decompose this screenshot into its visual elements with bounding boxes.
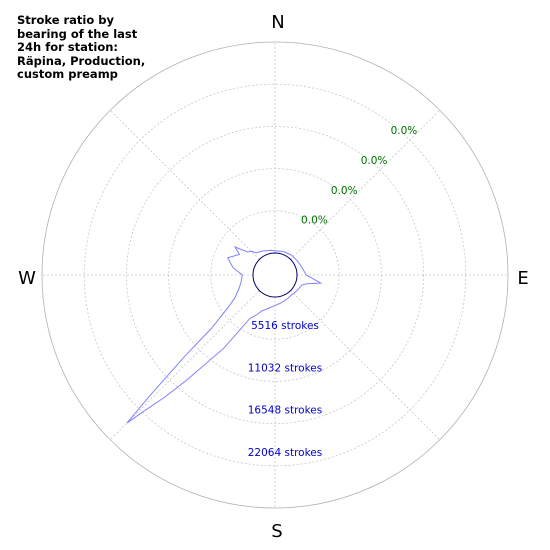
grid-ring-1 — [210, 210, 340, 340]
ratio-ring-label: 0.0% — [391, 125, 418, 137]
count-ring-label: 22064 strokes — [248, 447, 322, 459]
count-ring-label: 16548 strokes — [248, 405, 322, 417]
compass-south: S — [271, 521, 282, 542]
grid-ring-3 — [125, 125, 425, 425]
compass-east: E — [517, 268, 528, 289]
bearing-ray-225 — [109, 290, 260, 441]
ratio-ring-label: 0.0% — [361, 155, 388, 167]
compass-north: N — [271, 12, 284, 33]
count-ring-label: 5516 strokes — [251, 320, 319, 332]
bearing-ray-315 — [109, 109, 260, 260]
bearing-ray-45 — [290, 109, 441, 260]
chart-title: Stroke ratio by bearing of the last 24h … — [17, 13, 146, 82]
bearing-ray-135 — [290, 290, 441, 441]
bearing-rays — [42, 42, 508, 508]
series-strokes-line — [126, 245, 323, 424]
series-ratio-line — [252, 252, 298, 298]
ratio-ring-label: 0.0% — [331, 185, 358, 197]
count-ring-label: 11032 strokes — [248, 362, 322, 374]
series-layer — [126, 245, 323, 424]
compass-west: W — [18, 268, 36, 289]
outer-ring — [41, 41, 509, 509]
ring-labels: 0.0% 5516 strokes 0.0% 11032 strokes 0.0% 165… — [248, 125, 418, 459]
ratio-ring-label: 0.0% — [301, 215, 328, 227]
